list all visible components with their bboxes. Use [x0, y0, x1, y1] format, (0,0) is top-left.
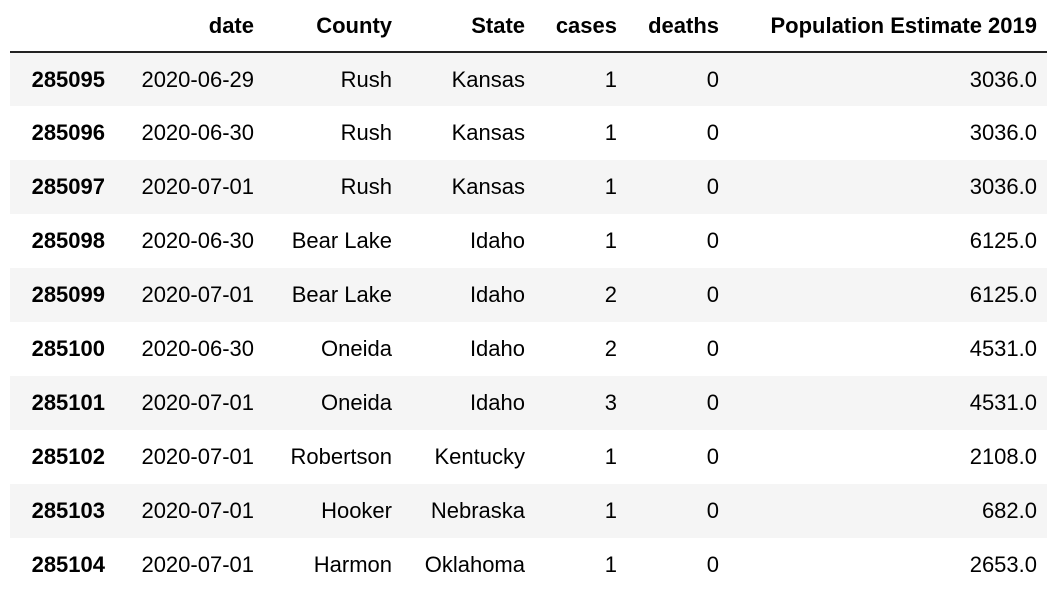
cell-deaths: 0 [706, 390, 719, 415]
cell-cases: 1 [604, 120, 617, 145]
cell-deaths: 0 [706, 282, 719, 307]
cell-deaths: 0 [706, 336, 719, 361]
cell-cases: 1 [604, 498, 617, 523]
column-header-date: date [115, 0, 264, 53]
row-index: 285098 [31, 228, 105, 253]
cell-state: Nebraska [430, 498, 525, 523]
column-header-index [10, 0, 115, 53]
table-row: 285104 2020-07-01 Harmon Oklahoma 1 0 2653.0 [10, 538, 1047, 592]
cell-date: 2020-07-01 [141, 390, 254, 415]
cell-cases: 2 [604, 282, 617, 307]
table-row: 285096 2020-06-30 Rush Kansas 1 0 3036.0 [10, 106, 1047, 160]
cell-state: Idaho [469, 282, 525, 307]
cell-date: 2020-07-01 [141, 552, 254, 577]
cell-deaths: 0 [706, 66, 719, 92]
table-row: 285098 2020-06-30 Bear Lake Idaho 1 0 6125.0 [10, 214, 1047, 268]
cell-population: 3036.0 [969, 174, 1037, 199]
cell-population: 2653.0 [969, 552, 1037, 577]
cell-county: Oneida [321, 336, 392, 361]
cell-date: 2020-07-01 [141, 174, 254, 199]
table-body: 285095 2020-06-29 Rush Kansas 1 0 3036.0 285096… [10, 52, 1047, 592]
cell-date: 2020-07-01 [141, 444, 254, 469]
cell-population: 4531.0 [969, 336, 1037, 361]
row-index: 285097 [31, 174, 105, 199]
cell-state: Kentucky [434, 444, 526, 469]
cell-cases: 1 [604, 66, 617, 92]
cell-deaths: 0 [706, 498, 719, 523]
column-header-population: Population Estimate 2019 [729, 0, 1047, 53]
cell-state: Kansas [451, 66, 525, 92]
cell-state: Idaho [469, 228, 525, 253]
cell-county: Rush [340, 66, 392, 92]
table-row: 285101 2020-07-01 Oneida Idaho 3 0 4531.0 [10, 376, 1047, 430]
cell-cases: 1 [604, 444, 617, 469]
row-index: 285095 [31, 66, 105, 92]
cell-population: 4531.0 [969, 390, 1037, 415]
cell-county: Hooker [321, 498, 392, 523]
table-row: 285100 2020-06-30 Oneida Idaho 2 0 4531.0 [10, 322, 1047, 376]
cell-population: 3036.0 [969, 66, 1037, 92]
table-row: 285095 2020-06-29 Rush Kansas 1 0 3036.0 [10, 52, 1047, 106]
table-row: 285097 2020-07-01 Rush Kansas 1 0 3036.0 [10, 160, 1047, 214]
cell-cases: 1 [604, 174, 617, 199]
cell-date: 2020-06-29 [141, 66, 254, 92]
cell-county: Bear Lake [291, 228, 392, 253]
cell-state: Oklahoma [424, 552, 525, 577]
cell-county: Robertson [290, 444, 392, 469]
column-header-state: State [402, 0, 535, 53]
row-index: 285099 [31, 282, 105, 307]
cell-cases: 3 [604, 390, 617, 415]
cell-population: 682.0 [981, 498, 1037, 523]
cell-deaths: 0 [706, 228, 719, 253]
cell-cases: 1 [604, 228, 617, 253]
cell-population: 2108.0 [969, 444, 1037, 469]
column-header-deaths: deaths [627, 0, 729, 53]
table-row: 285103 2020-07-01 Hooker Nebraska 1 0 682.0 [10, 484, 1047, 538]
dataframe-table: date County State cases deaths Populatio… [10, 0, 1047, 592]
cell-date: 2020-06-30 [141, 120, 254, 145]
cell-cases: 1 [604, 552, 617, 577]
cell-population: 3036.0 [969, 120, 1037, 145]
cell-population: 6125.0 [969, 282, 1037, 307]
cell-county: Bear Lake [291, 282, 392, 307]
row-index: 285102 [31, 444, 105, 469]
table-row: 285102 2020-07-01 Robertson Kentucky 1 0 2108.… [10, 430, 1047, 484]
cell-state: Kansas [451, 120, 525, 145]
row-index: 285103 [31, 498, 105, 523]
column-header-cases: cases [535, 0, 627, 53]
column-header-county: County [264, 0, 402, 53]
cell-deaths: 0 [706, 552, 719, 577]
header-row: date County State cases deaths Populatio… [10, 0, 1047, 53]
row-index: 285104 [31, 552, 105, 577]
cell-deaths: 0 [706, 120, 719, 145]
row-index: 285100 [31, 336, 105, 361]
table-row: 285099 2020-07-01 Bear Lake Idaho 2 0 6125.0 [10, 268, 1047, 322]
cell-county: Oneida [321, 390, 392, 415]
cell-state: Idaho [469, 390, 525, 415]
cell-date: 2020-07-01 [141, 498, 254, 523]
cell-deaths: 0 [706, 174, 719, 199]
cell-state: Kansas [451, 174, 525, 199]
cell-county: Rush [340, 120, 392, 145]
cell-state: Idaho [469, 336, 525, 361]
cell-county: Rush [340, 174, 392, 199]
cell-cases: 2 [604, 336, 617, 361]
row-index: 285096 [31, 120, 105, 145]
cell-county: Harmon [313, 552, 392, 577]
cell-population: 6125.0 [969, 228, 1037, 253]
cell-deaths: 0 [706, 444, 719, 469]
table-header: date County State cases deaths Populatio… [10, 0, 1047, 53]
cell-date: 2020-06-30 [141, 336, 254, 361]
cell-date: 2020-07-01 [141, 282, 254, 307]
cell-date: 2020-06-30 [141, 228, 254, 253]
row-index: 285101 [31, 390, 105, 415]
